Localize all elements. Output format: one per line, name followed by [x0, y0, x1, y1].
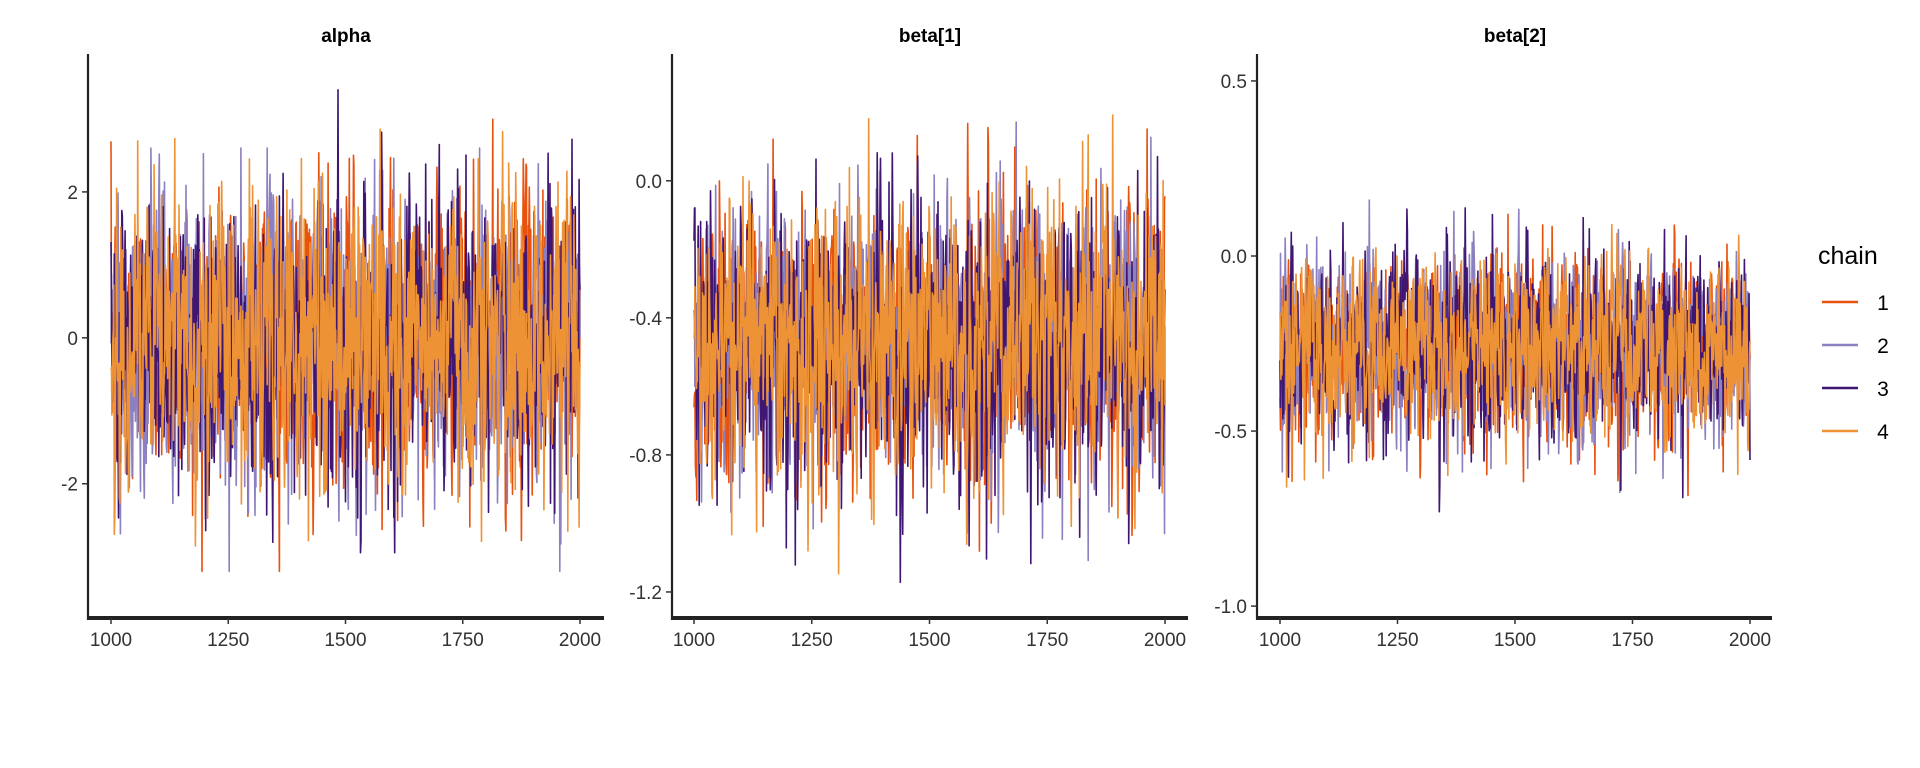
- y-tick-label: -0.4: [629, 309, 662, 330]
- y-tick-label: -0.8: [629, 446, 662, 467]
- legend-item-chain-4: 4: [1822, 421, 1889, 444]
- y-tick-label: -2: [61, 475, 78, 496]
- y-tick-label: 0.5: [1221, 72, 1247, 93]
- x-tick-label: 1500: [908, 630, 950, 651]
- x-tick-label: 1750: [442, 630, 484, 651]
- x-tick-label: 1250: [1376, 630, 1418, 651]
- panel-beta1: beta[1] -1.2 -0.8 -0.4 0.0 1000 1250 1500 1750 20…: [629, 26, 1188, 651]
- panel-title: beta[2]: [1484, 26, 1546, 47]
- legend: chain 1 2 3 4: [1818, 242, 1889, 444]
- y-tick-label: 0: [67, 329, 78, 350]
- trace-chain-4: [1279, 223, 1751, 488]
- panel-title: alpha: [321, 26, 371, 47]
- legend-label: 3: [1877, 378, 1889, 401]
- legend-title: chain: [1818, 242, 1878, 270]
- y-tick-label: 0.0: [1221, 247, 1247, 268]
- y-tick-label: -1.2: [629, 583, 662, 604]
- legend-label: 4: [1877, 421, 1889, 444]
- trace-chain-4: [693, 114, 1166, 575]
- panel-beta2: beta[2] -1.0 -0.5 0.0 0.5 1000 1250 1500 1750 200…: [1214, 26, 1772, 651]
- legend-item-chain-2: 2: [1822, 335, 1889, 358]
- legend-label: 2: [1877, 335, 1889, 358]
- y-tick-label: 2: [67, 183, 78, 204]
- x-tick-label: 1750: [1611, 630, 1653, 651]
- legend-item-chain-1: 1: [1822, 292, 1889, 315]
- x-tick-label: 2000: [559, 630, 601, 651]
- x-tick-label: 1250: [791, 630, 833, 651]
- trace-chain-4: [110, 128, 581, 547]
- legend-label: 1: [1877, 292, 1889, 315]
- x-tick-label: 1250: [207, 630, 249, 651]
- x-tick-label: 1500: [1494, 630, 1536, 651]
- x-tick-label: 1000: [673, 630, 715, 651]
- y-tick-label: -0.5: [1214, 422, 1247, 443]
- x-tick-label: 2000: [1729, 630, 1771, 651]
- x-tick-label: 1500: [324, 630, 366, 651]
- panel-alpha: alpha -2 0 2 1000 1250 1500 1750 2000: [61, 26, 604, 651]
- x-tick-label: 1750: [1026, 630, 1068, 651]
- y-tick-label: 0.0: [636, 172, 662, 193]
- x-tick-label: 1000: [90, 630, 132, 651]
- x-tick-label: 2000: [1144, 630, 1186, 651]
- panel-title: beta[1]: [899, 26, 961, 47]
- panels: alpha -2 0 2 1000 1250 1500 1750 2000 beta[1] -1.2…: [61, 26, 1772, 651]
- x-tick-label: 1000: [1259, 630, 1301, 651]
- legend-item-chain-3: 3: [1822, 378, 1889, 401]
- y-tick-label: -1.0: [1214, 597, 1247, 618]
